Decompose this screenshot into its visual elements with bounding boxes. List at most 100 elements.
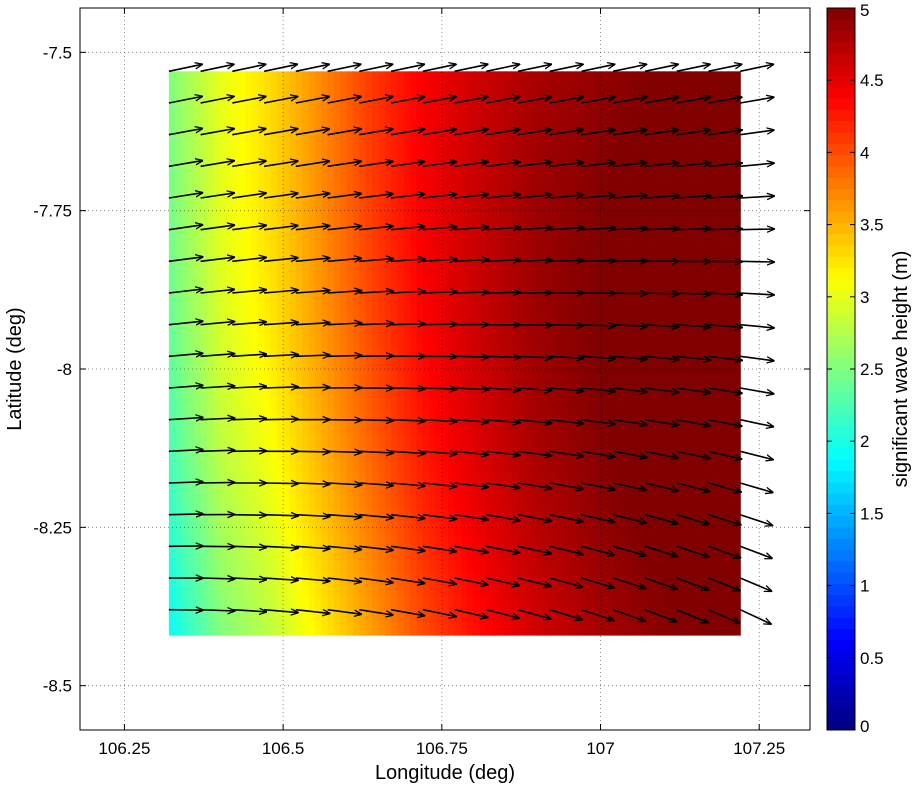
field-cell	[200, 309, 208, 323]
field-cell	[422, 71, 430, 85]
field-cell	[721, 234, 729, 248]
field-cell	[594, 146, 602, 160]
colorbar-level	[827, 86, 855, 99]
field-cell	[238, 522, 246, 536]
direction-arrow	[232, 258, 266, 263]
field-cell	[384, 409, 392, 423]
field-cell	[638, 484, 646, 498]
field-cell	[340, 209, 348, 223]
field-cell	[619, 133, 627, 148]
field-cell	[410, 108, 418, 123]
field-cell	[206, 171, 214, 185]
field-cell	[321, 584, 329, 599]
field-cell	[498, 522, 506, 536]
field-cell	[321, 572, 329, 586]
field-cell	[568, 346, 576, 361]
direction-arrow	[549, 325, 584, 326]
field-cell	[181, 397, 189, 411]
field-cell	[226, 171, 233, 185]
field-cell	[429, 334, 437, 348]
field-cell	[181, 71, 189, 85]
field-cell	[632, 397, 640, 411]
field-cell	[708, 346, 716, 361]
field-cell	[664, 334, 671, 348]
field-cell	[270, 146, 278, 160]
field-cell	[625, 171, 633, 185]
field-cell	[695, 234, 703, 248]
field-cell	[587, 121, 595, 135]
field-cell	[238, 534, 246, 548]
direction-arrow	[359, 323, 393, 324]
field-cell	[619, 534, 627, 548]
field-cell	[264, 359, 272, 373]
field-cell	[473, 121, 481, 135]
field-cell	[327, 259, 335, 273]
field-cell	[486, 121, 494, 135]
field-cell	[473, 459, 481, 473]
field-cell	[683, 196, 690, 210]
field-cell	[168, 609, 176, 624]
field-cell	[460, 346, 468, 361]
field-cell	[251, 209, 259, 223]
field-cell	[600, 434, 608, 448]
field-cell	[721, 96, 729, 110]
direction-arrow	[517, 97, 551, 104]
field-cell	[708, 472, 716, 486]
field-cell	[422, 209, 430, 223]
field-cell	[530, 547, 538, 561]
field-cell	[168, 459, 176, 473]
field-cell	[384, 572, 392, 586]
field-cell	[505, 622, 513, 636]
field-cell	[175, 121, 183, 135]
field-cell	[378, 284, 386, 298]
field-cell	[651, 572, 659, 586]
field-cell	[543, 522, 551, 536]
field-cell	[187, 497, 195, 511]
field-cell	[403, 296, 411, 310]
direction-arrow	[359, 129, 393, 136]
field-cell	[194, 246, 202, 260]
field-cell	[168, 259, 176, 273]
field-cell	[606, 121, 614, 135]
field-cell	[594, 321, 602, 335]
field-cell	[518, 584, 525, 599]
field-cell	[524, 409, 532, 423]
field-cell	[213, 196, 221, 210]
field-cell	[549, 296, 557, 310]
field-cell	[238, 184, 246, 198]
field-cell	[587, 234, 595, 248]
field-cell	[721, 584, 729, 599]
field-cell	[327, 246, 335, 260]
field-cell	[213, 83, 221, 97]
field-cell	[314, 497, 322, 511]
field-cell	[397, 246, 405, 260]
field-cell	[676, 221, 684, 235]
field-cell	[378, 622, 386, 636]
field-cell	[416, 209, 424, 223]
field-cell	[226, 534, 233, 548]
field-cell	[410, 547, 418, 561]
field-cell	[308, 196, 316, 210]
field-cell	[422, 296, 430, 310]
field-cell	[676, 346, 684, 361]
field-cell	[530, 384, 538, 398]
field-cell	[568, 409, 576, 423]
field-cell	[537, 497, 544, 511]
field-cell	[448, 246, 456, 260]
field-cell	[727, 434, 735, 448]
field-cell	[644, 346, 652, 361]
field-cell	[378, 159, 386, 173]
field-cell	[702, 146, 710, 160]
field-cell	[638, 271, 646, 285]
field-cell	[187, 534, 195, 548]
direction-arrow	[676, 545, 709, 557]
field-cell	[657, 497, 665, 511]
field-cell	[670, 146, 678, 160]
field-cell	[714, 584, 722, 599]
field-cell	[245, 509, 252, 523]
field-cell	[689, 234, 697, 248]
field-cell	[689, 534, 697, 548]
field-cell	[194, 334, 202, 348]
field-cell	[416, 259, 424, 273]
field-cell	[410, 584, 418, 599]
